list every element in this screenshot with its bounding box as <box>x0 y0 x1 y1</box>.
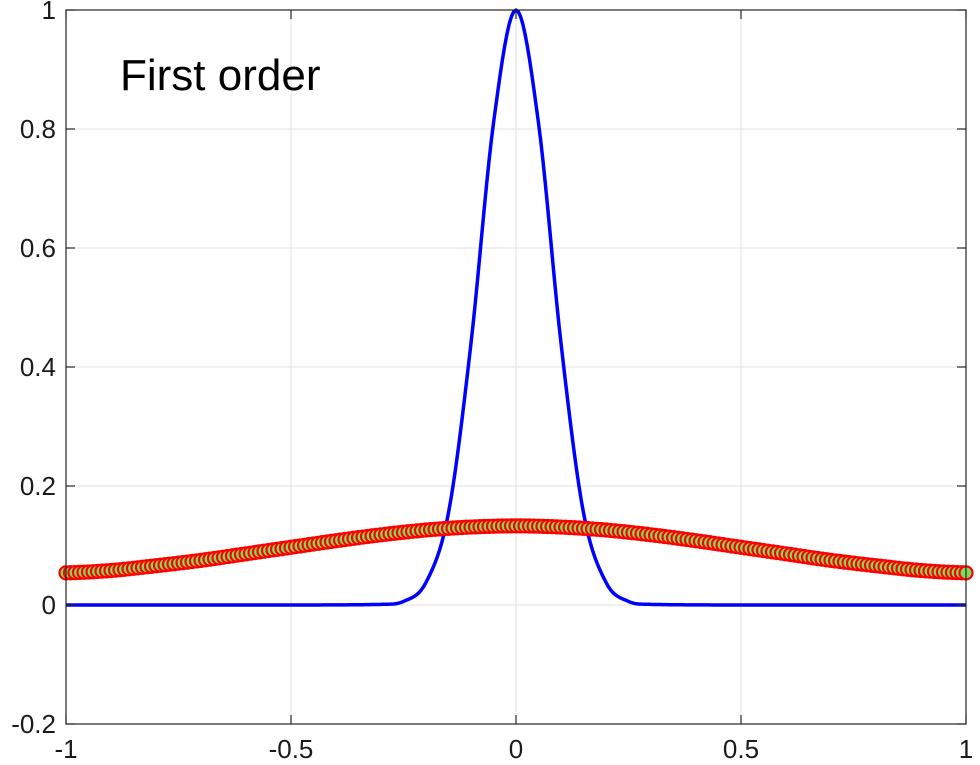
x-tick-label: 0 <box>509 734 523 764</box>
y-tick-label: 0.8 <box>20 114 56 144</box>
y-tick-label: 0.6 <box>20 233 56 263</box>
x-tick-label: -0.5 <box>269 734 314 764</box>
x-tick-label: -1 <box>54 734 77 764</box>
tick-layer: -1 -0.5 0 0.5 1 -0.2 0 0.2 0.4 0.6 0.8 1 <box>11 0 973 764</box>
annotation-first-order: First order <box>120 51 320 100</box>
y-tick-label: 0 <box>42 590 56 620</box>
y-tick-label: -0.2 <box>11 709 56 739</box>
y-tick-label: 0.4 <box>20 352 56 382</box>
y-tick-label: 0.2 <box>20 471 56 501</box>
x-tick-label: 0.5 <box>723 734 759 764</box>
y-tick-label: 1 <box>42 0 56 25</box>
x-tick-label: 1 <box>959 734 973 764</box>
